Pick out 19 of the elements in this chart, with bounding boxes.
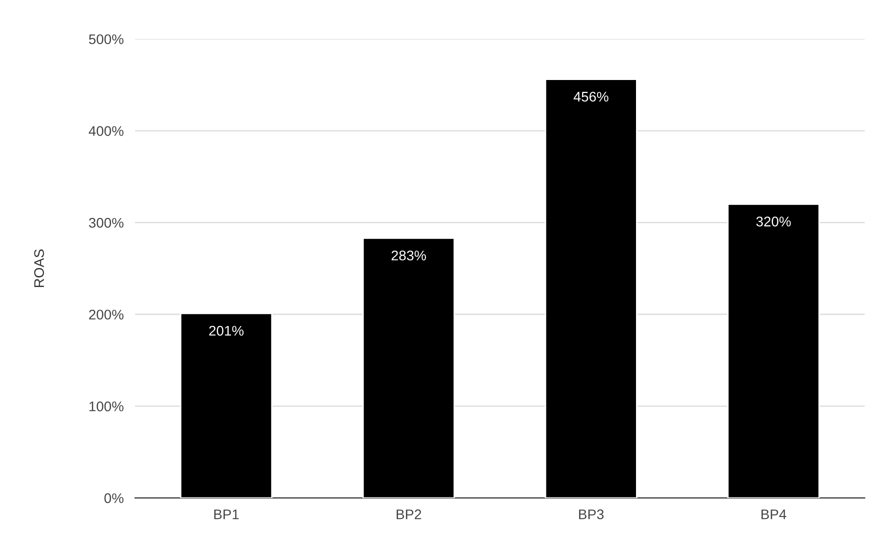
y-tick-label: 200% — [89, 310, 124, 320]
y-tick-label: 100% — [89, 401, 124, 412]
x-tick-label: BP2 — [396, 509, 422, 520]
data-label: 201% — [209, 326, 244, 336]
x-tick-label: BP1 — [214, 510, 239, 520]
bar — [544, 78, 638, 498]
y-axis-title: ROAS — [34, 249, 44, 288]
y-tick-label: 300% — [88, 218, 124, 228]
x-tick-label: BP4 — [762, 510, 786, 520]
data-label: 456% — [574, 92, 608, 102]
x-tick-label: BP3 — [579, 509, 604, 520]
y-tick-label: 400% — [88, 126, 124, 136]
data-label: 320% — [756, 216, 791, 226]
y-tick-label: 500% — [88, 34, 124, 44]
y-tick-label: 0% — [104, 493, 124, 504]
bar — [362, 237, 455, 498]
bar — [727, 204, 820, 498]
bar — [180, 312, 273, 498]
data-label: 283% — [392, 250, 426, 260]
